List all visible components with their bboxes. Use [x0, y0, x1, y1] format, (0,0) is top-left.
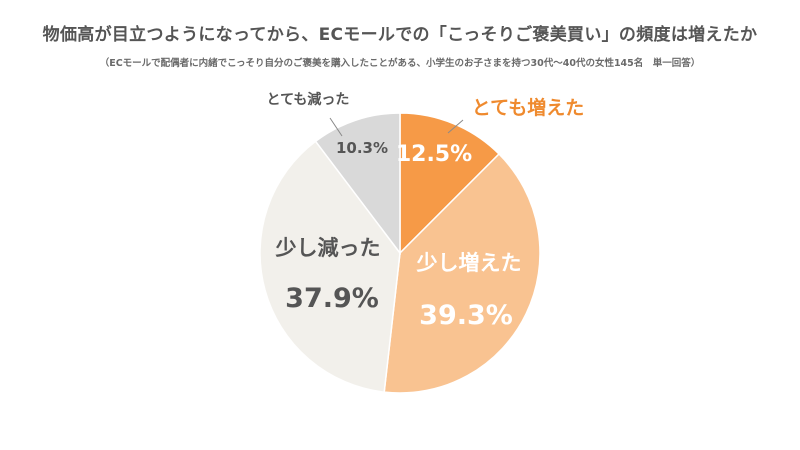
leader-line-1 — [447, 119, 464, 134]
slice-value-2: 39.3% — [419, 300, 513, 331]
slice-value-3: 37.9% — [285, 283, 379, 314]
pie-slice-3 — [259, 140, 401, 393]
pie-slice-2 — [383, 152, 541, 394]
slice-value-1: 12.5% — [396, 142, 472, 167]
leader-line-4 — [329, 117, 343, 137]
slice-label-4: とても減った — [267, 91, 350, 108]
slice-label-3: 少し減った — [275, 236, 381, 260]
chart-title: 物価高が目立つようになってから、ECモールでの「こっそりご褒美買い」の頻度は増え… — [42, 25, 758, 45]
slice-label-2: 少し増えた — [416, 251, 522, 275]
slice-value-4: 10.3% — [336, 139, 388, 157]
slice-label-1: とても増えた — [472, 96, 584, 119]
pie-slice-1 — [399, 112, 501, 255]
chart-subtitle: （ECモールで配偶者に内緒でこっそり自分のご褒美を購入したことがある、小学生のお… — [99, 58, 701, 69]
pie-slice-4 — [314, 112, 401, 256]
